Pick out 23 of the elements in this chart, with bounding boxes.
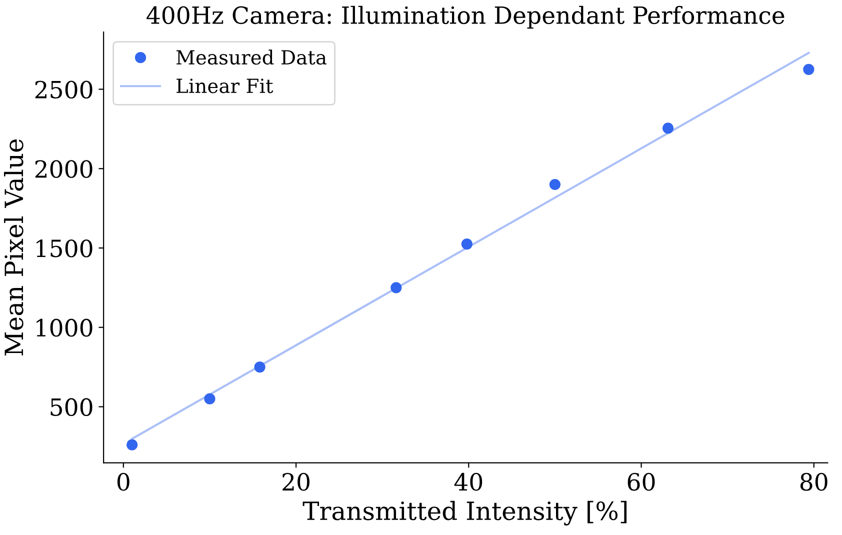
point xyxy=(549,178,561,190)
x-tick-label: 20 xyxy=(282,472,310,491)
y-tick-label: 1000 xyxy=(36,318,92,337)
x-tick-label: 40 xyxy=(454,472,482,491)
y-tick-label: 2500 xyxy=(35,80,92,99)
point xyxy=(803,64,814,75)
y-tick-label: 1500 xyxy=(36,239,92,258)
y-tick-label: 500 xyxy=(50,398,92,416)
point xyxy=(126,439,138,450)
legend-label: Linear Fit xyxy=(176,78,274,94)
y-tick-label: 2000 xyxy=(35,160,92,178)
point xyxy=(662,122,674,134)
point xyxy=(390,282,402,294)
x-tick-label: 0 xyxy=(117,472,130,491)
x-tick-label: 80 xyxy=(800,472,828,491)
point xyxy=(254,361,266,373)
y-axis-title: Mean Pixel Value xyxy=(4,139,24,356)
x-axis-title: Transmitted Intensity [%] xyxy=(302,500,627,526)
point xyxy=(461,238,472,250)
legend-label: Measured Data xyxy=(176,50,326,65)
x-tick-label: 60 xyxy=(628,472,655,491)
point xyxy=(204,393,216,404)
chart-title: 400Hz Camera: Illumination Dependant Performance xyxy=(146,6,784,29)
